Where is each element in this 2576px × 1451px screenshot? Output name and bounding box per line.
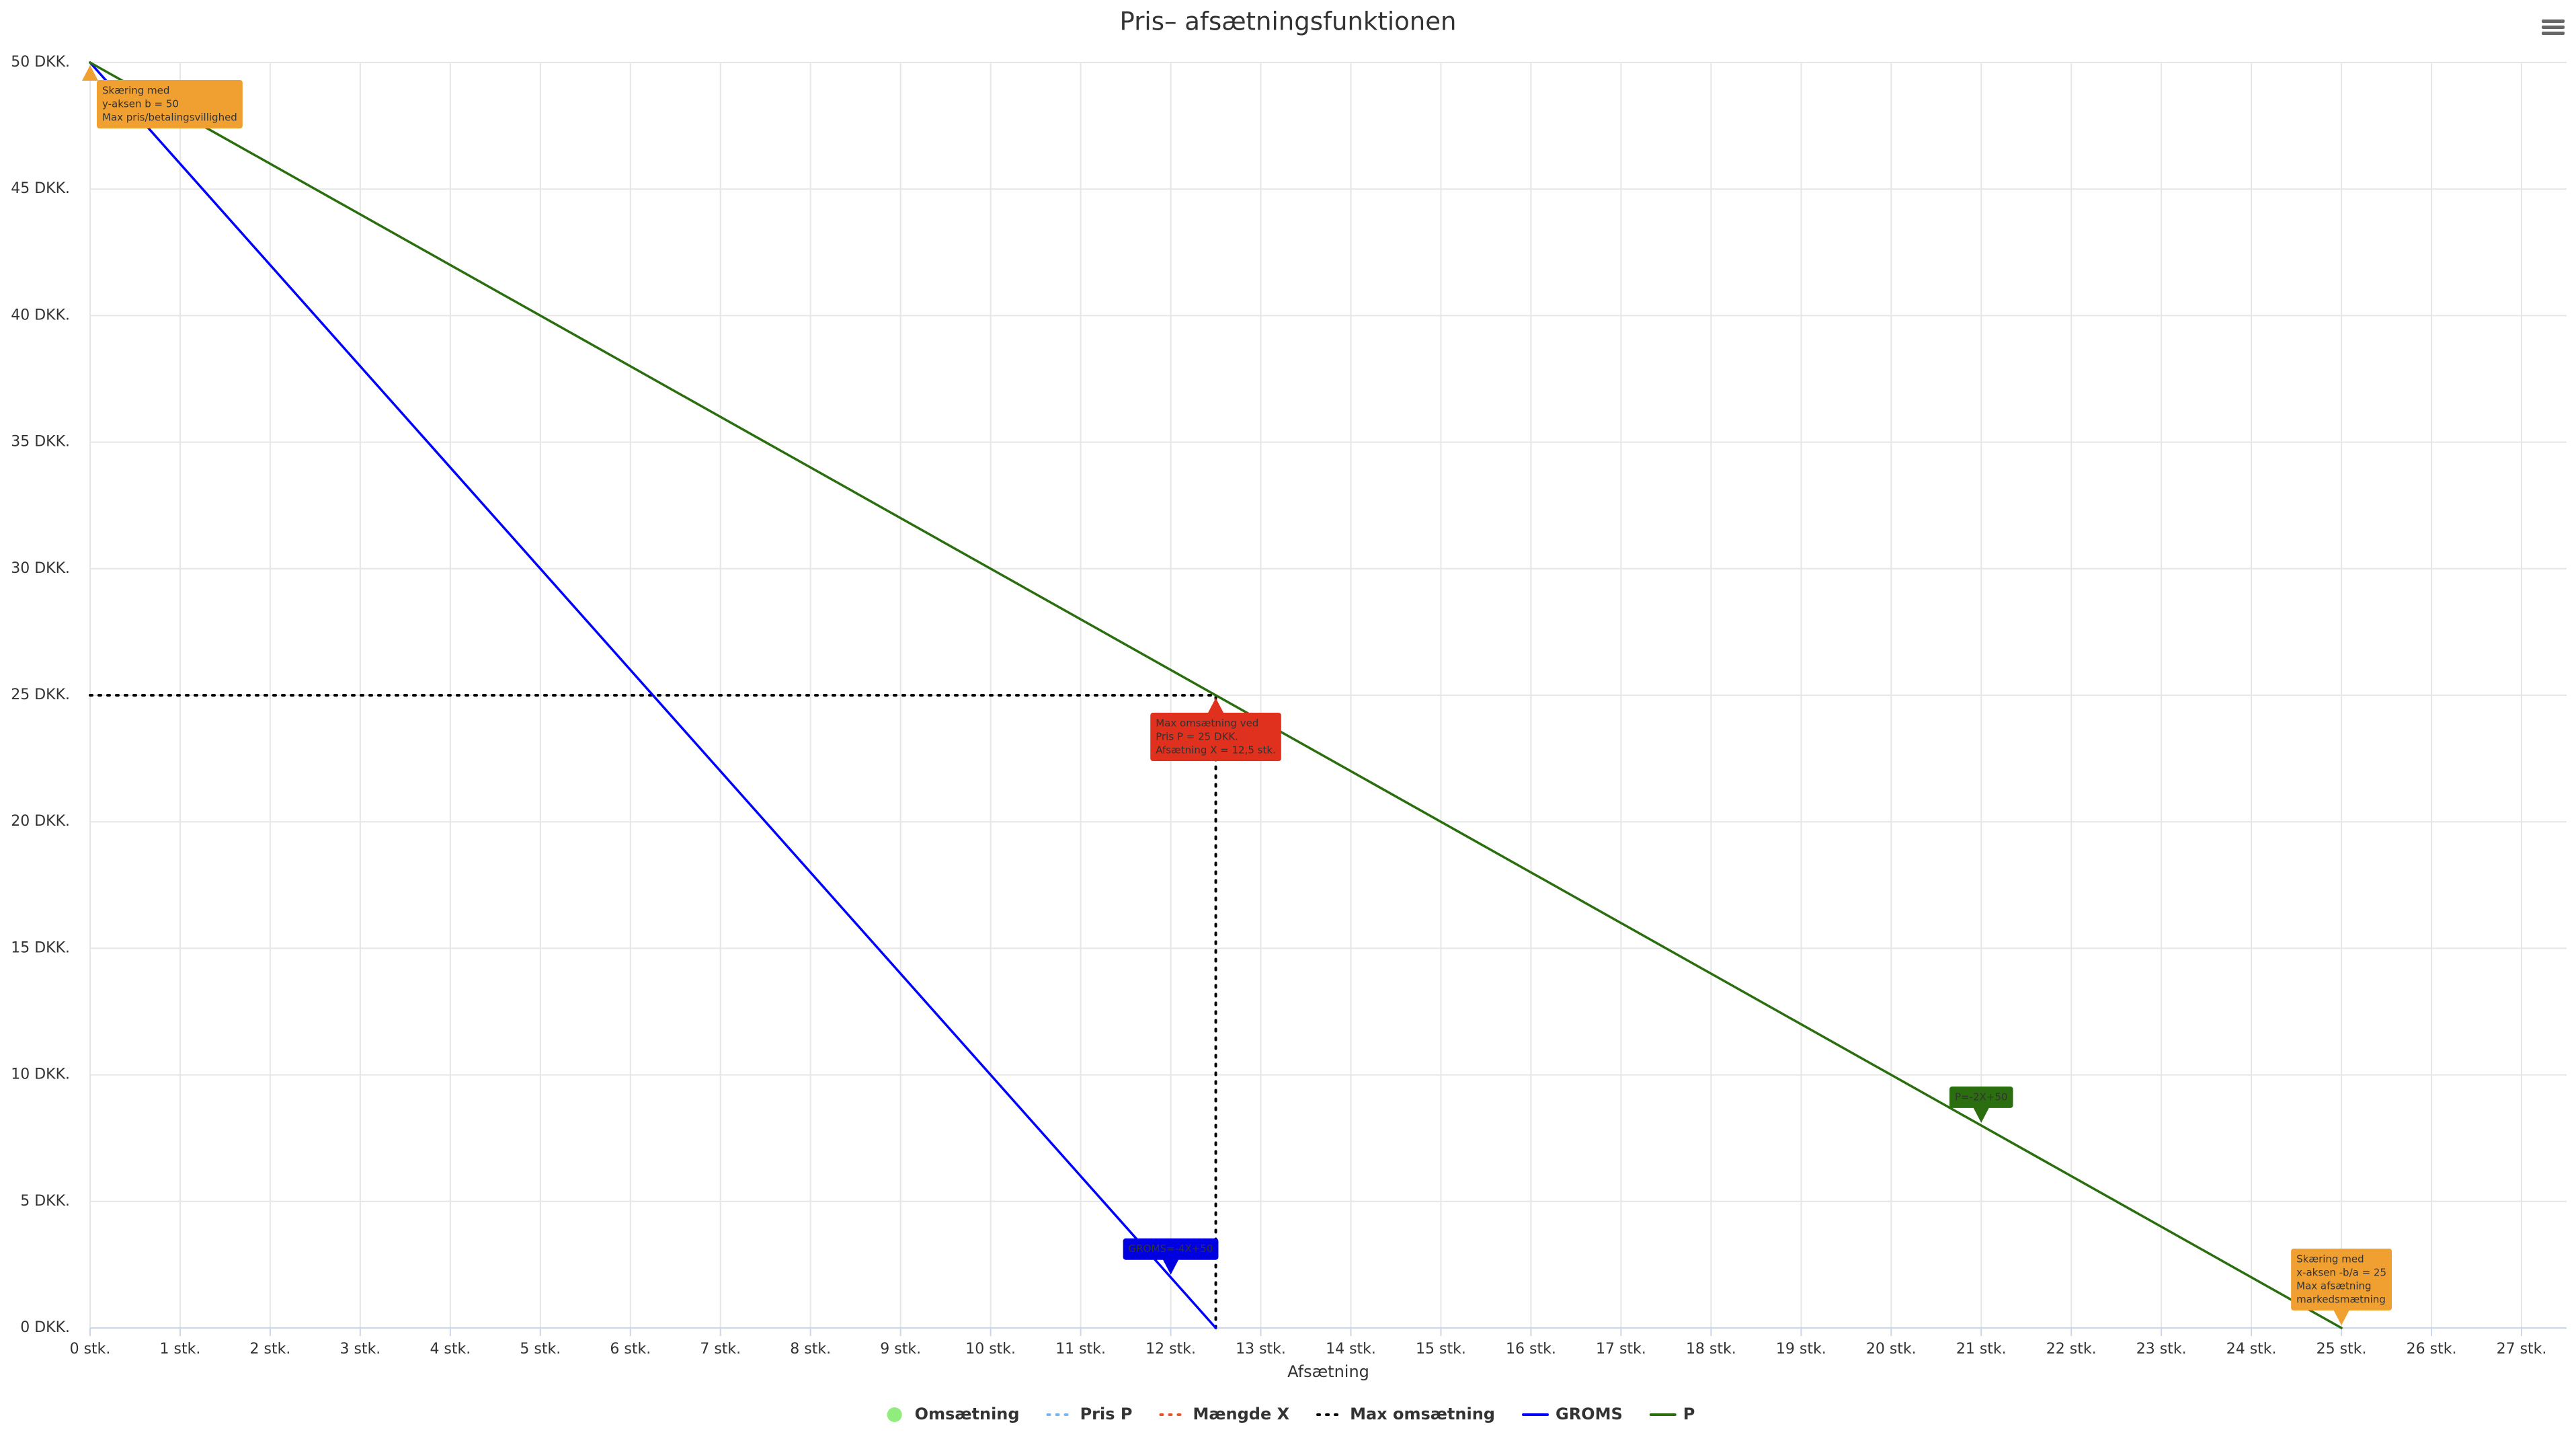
- series-line: [89, 61, 2343, 1329]
- x-tick-label: 27 stk.: [2497, 1341, 2547, 1358]
- annotation-text: Skæring med: [102, 85, 169, 97]
- x-tick-label: 1 stk.: [160, 1341, 201, 1358]
- annotation-box: [97, 80, 243, 128]
- x-tick-label: 18 stk.: [1686, 1341, 1736, 1358]
- annotation-box: [1123, 1238, 1219, 1260]
- y-tick-label: 25 DKK.: [11, 687, 70, 703]
- x-tick-label: 23 stk.: [2136, 1341, 2187, 1358]
- y-tick-label: 40 DKK.: [11, 307, 70, 323]
- legend-label: Max omsætning: [1350, 1405, 1495, 1423]
- legend-item[interactable]: Max omsætning: [1316, 1405, 1495, 1423]
- menu-bar: [2542, 32, 2565, 35]
- x-tick-label: 20 stk.: [1866, 1341, 1917, 1358]
- x-tick-label: 17 stk.: [1596, 1341, 1646, 1358]
- annotation-pointer: [1162, 1259, 1179, 1275]
- x-tick-label: 13 stk.: [1236, 1341, 1286, 1358]
- x-tick-label: 4 stk.: [430, 1341, 471, 1358]
- annotation-text: GROMS=-4X+50: [1129, 1243, 1213, 1255]
- annotation-text: Max omsætning ved: [1156, 717, 1258, 730]
- legend-item[interactable]: Mængde X: [1159, 1405, 1290, 1423]
- x-tick-label: 15 stk.: [1416, 1341, 1466, 1358]
- annotation-box: [2291, 1249, 2392, 1310]
- annotation-text: Max afsætning: [2296, 1280, 2371, 1292]
- x-tick-label: 8 stk.: [790, 1341, 831, 1358]
- y-tick-label: 15 DKK.: [11, 939, 70, 956]
- annotation-box: [1949, 1086, 2013, 1108]
- legend-item[interactable]: Omsætning: [887, 1405, 1020, 1423]
- y-tick-label: 35 DKK.: [11, 434, 70, 450]
- legend-item[interactable]: GROMS: [1521, 1405, 1623, 1423]
- menu-bar: [2542, 26, 2565, 29]
- x-tick-label: 9 stk.: [880, 1341, 921, 1358]
- legend-item[interactable]: P: [1649, 1405, 1695, 1423]
- menu-bar: [2542, 19, 2565, 23]
- y-tick-label: 30 DKK.: [11, 560, 70, 577]
- annotation-pointer: [1207, 698, 1224, 713]
- series-line: [89, 694, 1217, 1329]
- legend: Omsætning Pris P Mængde X Max omsætning GROM…: [887, 1405, 1695, 1423]
- x-tick-label: 7 stk.: [700, 1341, 741, 1358]
- x-tick-label: 25 stk.: [2317, 1341, 2367, 1358]
- legend-label: Omsætning: [915, 1405, 1020, 1423]
- annotation: GROMS=-4X+50: [1123, 1238, 1219, 1275]
- y-tick-label: 0 DKK.: [20, 1319, 70, 1336]
- annotation-pointer: [82, 65, 98, 81]
- annotation-box: [1150, 713, 1281, 761]
- y-tick-label: 20 DKK.: [11, 813, 70, 830]
- legend-label: Mængde X: [1193, 1405, 1289, 1423]
- x-tick-label: 10 stk.: [965, 1341, 1016, 1358]
- x-axis-title: Afsætning: [1287, 1362, 1369, 1381]
- legend-label: Pris P: [1080, 1405, 1133, 1423]
- annotation-text: x-aksen -b/a = 25: [2296, 1267, 2386, 1279]
- annotation-text: Pris P = 25 DKK.: [1156, 731, 1238, 743]
- x-tick-label: 0 stk.: [70, 1341, 111, 1358]
- x-tick-label: 3 stk.: [339, 1341, 380, 1358]
- annotation-text: P=-2X+50: [1955, 1091, 2008, 1103]
- x-tick-label: 21 stk.: [1956, 1341, 2007, 1358]
- annotation-text: markedsmætning: [2296, 1294, 2386, 1306]
- annotation-text: y-aksen b = 50: [102, 98, 179, 110]
- legend-label: GROMS: [1556, 1405, 1623, 1423]
- x-tick-label: 5 stk.: [520, 1341, 561, 1358]
- x-tick-label: 11 stk.: [1055, 1341, 1106, 1358]
- menu-button[interactable]: [2542, 19, 2565, 35]
- x-tick-label: 14 stk.: [1326, 1341, 1376, 1358]
- legend-label: P: [1683, 1405, 1695, 1423]
- chart-title: Pris– afsætningsfunktionen: [1120, 7, 1457, 36]
- y-tick-label: 45 DKK.: [11, 180, 70, 197]
- x-tick-label: 19 stk.: [1776, 1341, 1826, 1358]
- annotation-pointer: [1973, 1107, 1990, 1123]
- y-tick-label: 5 DKK.: [20, 1193, 70, 1210]
- x-tick-label: 2 stk.: [250, 1341, 291, 1358]
- y-tick-label: 50 DKK.: [11, 54, 70, 71]
- legend-item[interactable]: Pris P: [1046, 1405, 1133, 1423]
- annotation: P=-2X+50: [1949, 1086, 2013, 1123]
- x-tick-label: 6 stk.: [610, 1341, 651, 1358]
- annotation-pointer: [2333, 1310, 2350, 1325]
- series-line: [89, 61, 1217, 1329]
- x-tick-label: 26 stk.: [2407, 1341, 2457, 1358]
- annotation-text: Skæring med: [2296, 1253, 2364, 1265]
- x-tick-label: 12 stk.: [1145, 1341, 1196, 1358]
- annotation-text: Afsætning X = 12,5 stk.: [1156, 744, 1276, 756]
- x-tick-label: 16 stk.: [1506, 1341, 1556, 1358]
- x-tick-label: 24 stk.: [2226, 1341, 2277, 1358]
- y-tick-label: 10 DKK.: [11, 1066, 70, 1083]
- x-tick-label: 22 stk.: [2046, 1341, 2097, 1358]
- annotation-text: Max pris/betalingsvillighed: [102, 112, 237, 124]
- legend-symbol: [887, 1407, 902, 1422]
